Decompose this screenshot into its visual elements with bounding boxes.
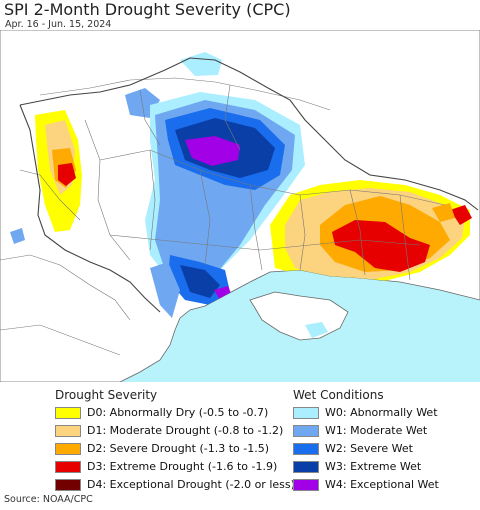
legend-swatch-d1: [55, 425, 81, 437]
legend-label-d0: D0: Abnormally Dry (-0.5 to -0.7): [87, 406, 269, 419]
legend-swatch-d3: [55, 461, 81, 473]
legend-swatch-w0: [293, 407, 319, 419]
legend-label-w1: W1: Moderate Wet: [325, 424, 428, 437]
crimea-wet-patch: [305, 322, 328, 338]
legend-wet-title: Wet Conditions: [293, 388, 384, 402]
legend-swatch-w4: [293, 479, 319, 491]
map-title: SPI 2-Month Drought Severity (CPC): [4, 0, 291, 19]
drought-d3-west: [58, 163, 76, 186]
source-note: Source: NOAA/CPC: [4, 494, 93, 505]
legend-label-d2: D2: Severe Drought (-1.3 to -1.5): [87, 442, 270, 455]
legend-label-w3: W3: Extreme Wet: [325, 460, 422, 473]
legend-swatch-w3: [293, 461, 319, 473]
legend-swatch-d0: [55, 407, 81, 419]
legend-swatch-d2: [55, 443, 81, 455]
drought-d2-northeast: [432, 203, 455, 222]
legend-label-w4: W4: Exceptional Wet: [325, 478, 439, 491]
legend-label-d3: D3: Extreme Drought (-1.6 to -1.9): [87, 460, 278, 473]
legend-swatch-w2: [293, 443, 319, 455]
wet-w4-core: [185, 136, 240, 166]
legend-label-w2: W2: Severe Wet: [325, 442, 413, 455]
wet-w1-southwest: [150, 262, 180, 318]
drought-d3-east: [332, 220, 430, 272]
map-subtitle: Apr. 16 - Jun. 15, 2024: [5, 19, 112, 30]
country-borders: [19, 57, 479, 313]
wet-w3-south: [180, 265, 220, 298]
legend-label-d4: D4: Exceptional Drought (-2.0 or less): [87, 478, 295, 491]
drought-d3-northeast: [450, 205, 472, 225]
legend-drought-title: Drought Severity: [55, 388, 158, 402]
legend-label-w0: W0: Abnormally Wet: [325, 406, 438, 419]
legend-swatch-d4: [55, 479, 81, 491]
wet-w0-west: [10, 228, 25, 244]
region-boundaries: [0, 77, 446, 356]
legend-label-d1: D1: Moderate Drought (-0.8 to -1.2): [87, 424, 284, 437]
drought-map: [0, 30, 480, 382]
legend-swatch-w1: [293, 425, 319, 437]
